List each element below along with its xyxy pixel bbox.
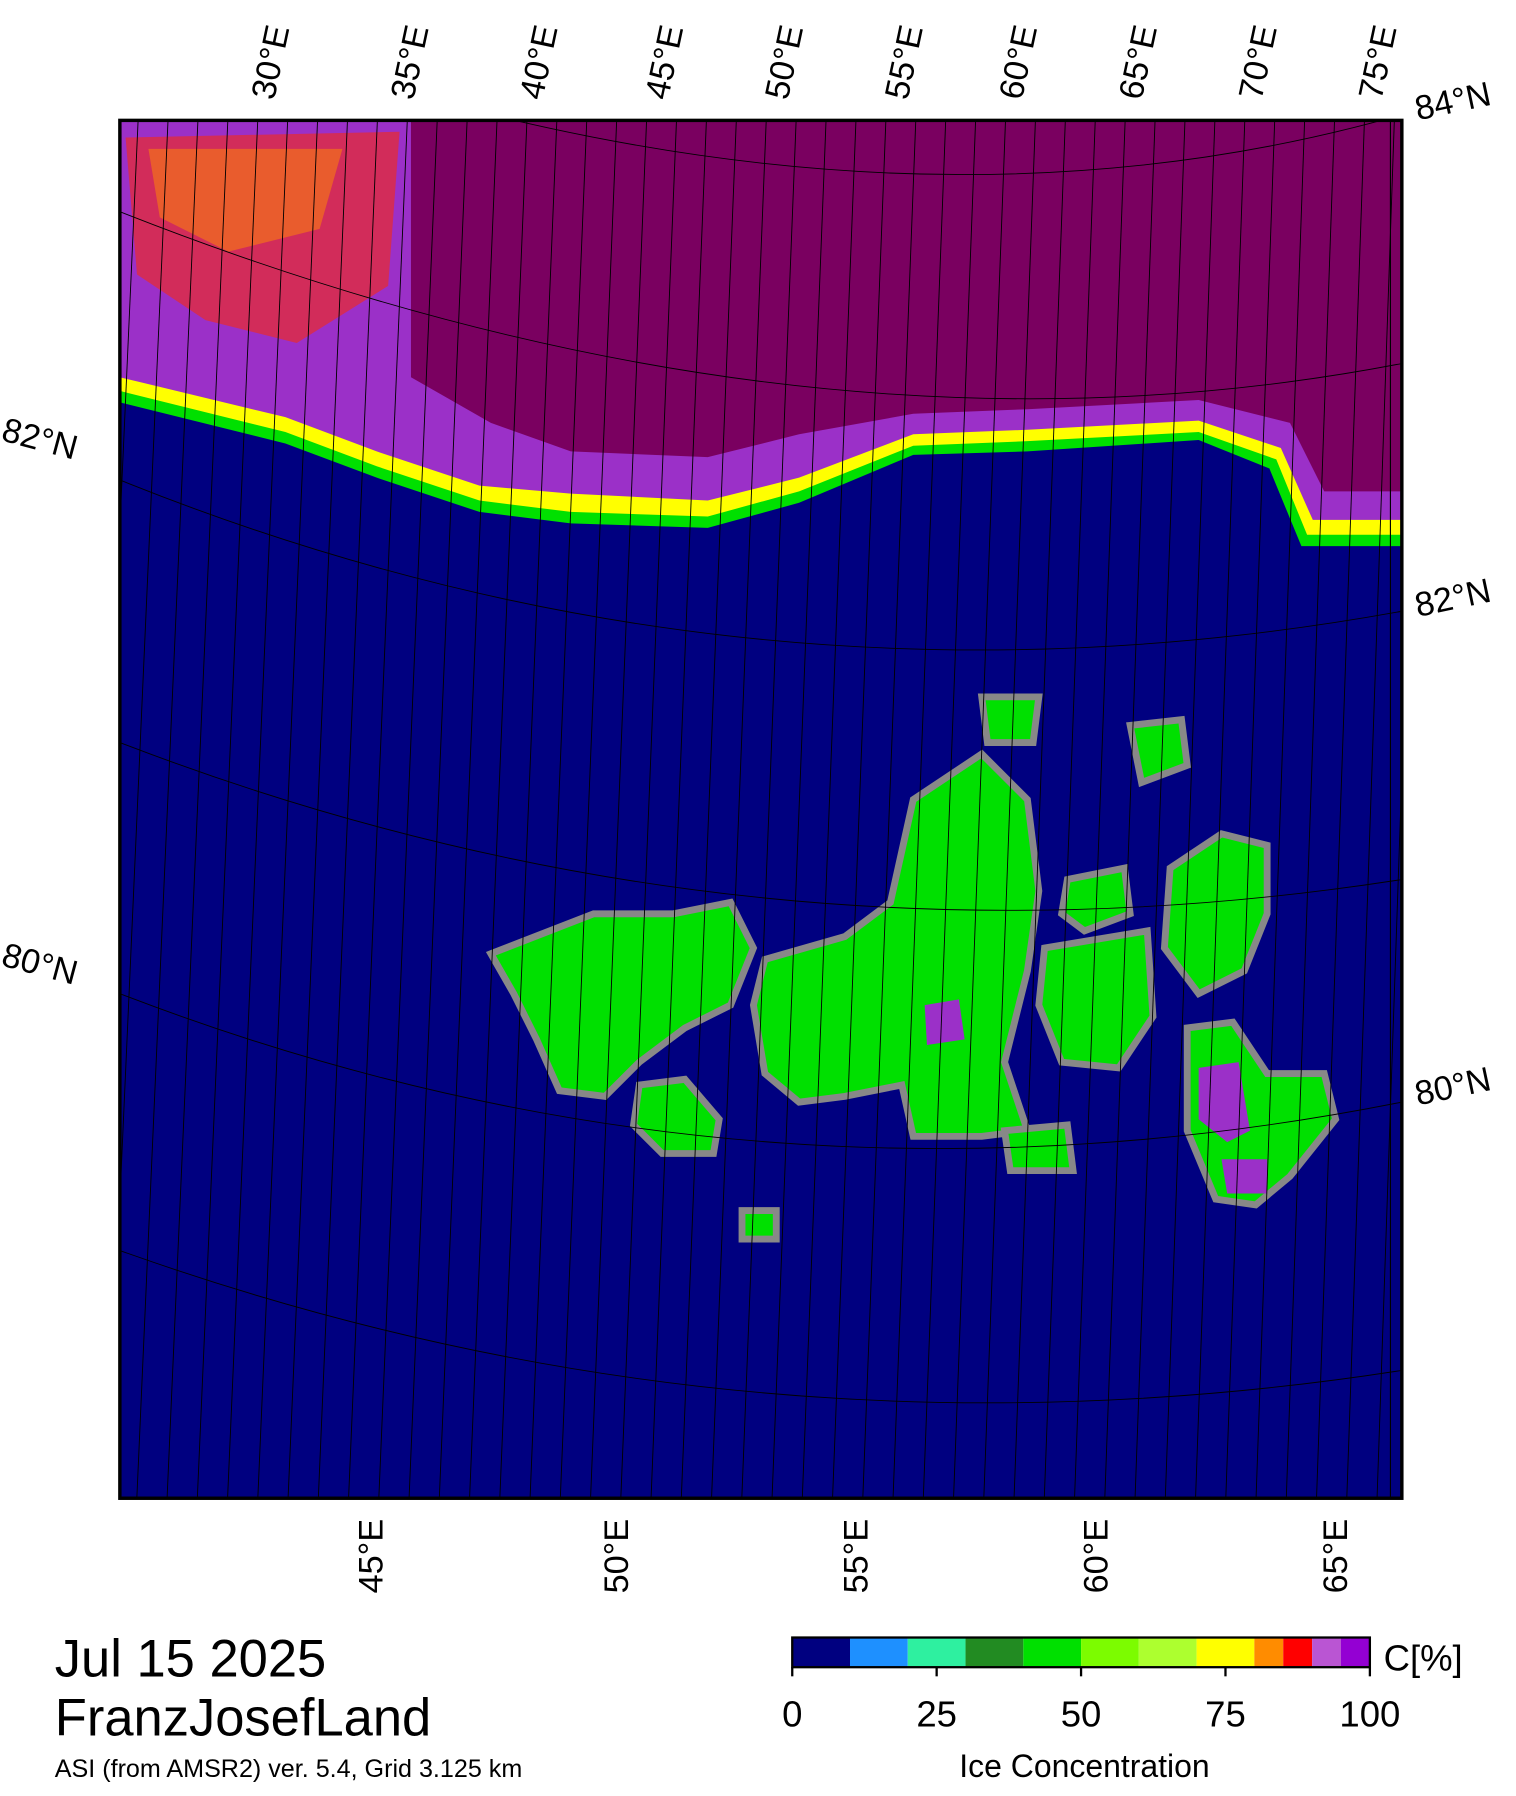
colorbar-segment <box>792 1637 851 1668</box>
top-lon-label: 75°E <box>1352 22 1405 103</box>
top-lon-label: 35°E <box>384 22 437 103</box>
meridian <box>1316 120 1365 1499</box>
colorbar-title: Ice Concentration <box>959 1748 1209 1784</box>
colorbar-segment <box>1023 1637 1082 1668</box>
colorbar-segment <box>1340 1637 1370 1668</box>
meridian <box>119 120 169 1211</box>
meridian <box>680 120 737 1499</box>
colorbar-tick-label: 100 <box>1339 1694 1400 1735</box>
meridian <box>469 120 528 1499</box>
bottom-lon-label: 45°E <box>352 1519 390 1594</box>
meridian <box>1043 120 1096 1499</box>
top-lon-label: 30°E <box>245 22 298 103</box>
colorbar-segment <box>1196 1637 1255 1668</box>
meridian <box>378 120 438 1499</box>
top-lon-label: 60°E <box>992 22 1045 103</box>
colorbar-tick-label: 50 <box>1061 1694 1102 1735</box>
meridian <box>1225 120 1276 1499</box>
map-area <box>46 115 1454 1508</box>
meridian <box>711 120 767 1499</box>
colorbar-segment <box>1312 1637 1341 1668</box>
meridian <box>922 120 977 1499</box>
top-lon-label: 70°E <box>1232 22 1285 103</box>
meridian <box>1195 120 1246 1499</box>
meridian <box>1104 120 1156 1499</box>
meridian <box>650 120 707 1499</box>
bottom-lon-label: 55°E <box>838 1519 876 1594</box>
meridian <box>1164 120 1216 1499</box>
ice-pack-dense <box>410 120 1402 492</box>
colorbar-segment <box>1283 1637 1313 1668</box>
meridian <box>1013 120 1066 1499</box>
colorbar-tick-label: 0 <box>782 1694 802 1735</box>
meridian <box>529 120 588 1499</box>
top-lon-label: 45°E <box>638 22 691 103</box>
top-lon-label: 65°E <box>1112 22 1165 103</box>
island-melt-patches <box>924 999 1268 1194</box>
meridian <box>559 120 618 1499</box>
colorbar-tick-label: 75 <box>1205 1694 1246 1735</box>
colorbar-unit: C[%] <box>1384 1638 1463 1679</box>
date-label: Jul 15 2025 <box>55 1629 326 1688</box>
meridian <box>438 120 498 1499</box>
meridian <box>136 120 199 1499</box>
top-lon-label: 55°E <box>878 22 931 103</box>
map-frame <box>118 118 1404 1500</box>
left-lat-label: 80°N <box>0 936 82 993</box>
meridian <box>953 120 1006 1499</box>
colorbar-segment <box>1081 1637 1139 1668</box>
bottom-lon-label: 50°E <box>598 1519 636 1594</box>
meridian <box>741 120 797 1499</box>
meridian <box>832 120 887 1499</box>
colorbar-segment <box>1138 1637 1197 1668</box>
meridian <box>196 120 259 1499</box>
meridian <box>287 120 348 1499</box>
left-lat-label: 82°N <box>0 411 82 468</box>
meridian <box>227 120 289 1499</box>
colorbar-tick-label: 25 <box>916 1694 957 1735</box>
meridian <box>1407 115 1454 1508</box>
right-lat-label: 84°N <box>1412 75 1495 128</box>
top-lon-label: 40°E <box>513 22 566 103</box>
meridian <box>46 115 109 1508</box>
meridian <box>892 120 947 1499</box>
meridian <box>317 120 378 1499</box>
meridian <box>771 120 827 1499</box>
meridian <box>348 120 408 1499</box>
meridian <box>1285 120 1335 1499</box>
source-label: ASI (from AMSR2) ver. 5.4, Grid 3.125 km <box>55 1755 522 1783</box>
meridian <box>257 120 319 1499</box>
ice-patch-orange <box>148 148 343 252</box>
meridian <box>119 120 139 538</box>
meridian <box>1255 120 1306 1499</box>
meridian <box>590 120 648 1499</box>
meridian <box>1346 120 1395 1499</box>
meridian <box>1134 120 1186 1499</box>
meridian <box>862 120 917 1499</box>
meridian <box>983 120 1036 1499</box>
meridian <box>166 120 229 1499</box>
meridian <box>1074 120 1126 1499</box>
bottom-lon-label: 65°E <box>1317 1519 1355 1594</box>
colorbar-segment <box>1254 1637 1284 1668</box>
meridian <box>408 120 468 1499</box>
right-lat-label: 80°N <box>1412 1060 1495 1113</box>
region-label: FranzJosefLand <box>55 1689 431 1748</box>
right-lat-label: 82°N <box>1412 572 1495 625</box>
colorbar-segment <box>850 1637 908 1668</box>
meridian <box>499 120 558 1499</box>
islands <box>485 693 1340 1243</box>
bottom-lon-label: 60°E <box>1077 1519 1115 1594</box>
colorbar-segment <box>965 1637 1024 1668</box>
meridian <box>801 120 857 1499</box>
top-lon-label: 50°E <box>758 22 811 103</box>
colorbar-segment <box>907 1637 966 1668</box>
meridian <box>620 120 677 1499</box>
